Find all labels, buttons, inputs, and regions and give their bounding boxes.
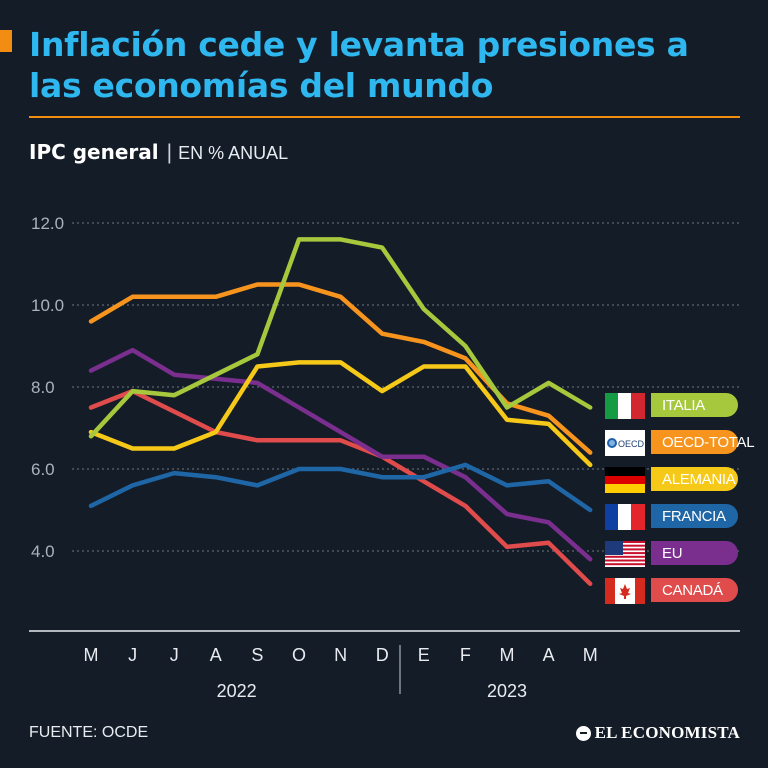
series-line-italia <box>88 237 593 439</box>
legend-label: OECD-TOTAL <box>651 430 755 454</box>
legend-label: ALEMANIA <box>651 467 738 491</box>
x-tick-label: A <box>543 645 555 665</box>
legend-item-alemania: ALEMANIA <box>605 467 740 493</box>
x-tick-label: S <box>251 645 263 665</box>
italy-flag-icon <box>605 393 645 419</box>
x-tick-label: A <box>210 645 222 665</box>
subtitle-metric: IPC general <box>29 140 159 164</box>
year-label: 2023 <box>487 681 527 701</box>
brand-logo: EL ECONOMISTA <box>575 723 740 743</box>
legend-item-canadá: CANADÁ <box>605 578 740 604</box>
brand-mark-icon <box>575 725 591 741</box>
y-tick-label: 6.0 <box>31 460 55 479</box>
chart-subtitle: IPC general | EN % ANUAL <box>29 140 288 165</box>
series-line-canadá <box>88 388 593 587</box>
legend-item-italia: ITALIA <box>605 393 740 419</box>
legend-label: ITALIA <box>651 393 738 417</box>
y-tick-label: 10.0 <box>31 296 64 315</box>
series-line-alemania <box>88 360 593 468</box>
brand-name: EL ECONOMISTA <box>594 723 740 742</box>
usa-flag-icon <box>605 541 645 567</box>
x-tick-label: M <box>500 645 515 665</box>
accent-bar <box>0 30 12 52</box>
series-line-eu <box>88 347 593 562</box>
series-line-francia <box>88 462 593 513</box>
legend-item-eu: EU <box>605 541 740 567</box>
france-flag-icon <box>605 504 645 530</box>
oecd-logo-icon: OECD <box>605 430 645 456</box>
x-tick-label: M <box>583 645 598 665</box>
x-tick-label: M <box>84 645 99 665</box>
legend-label: CANADÁ <box>651 578 738 602</box>
subtitle-unit: EN % ANUAL <box>178 143 289 163</box>
y-tick-label: 12.0 <box>31 214 64 233</box>
year-label: 2022 <box>217 681 257 701</box>
source-note: FUENTE: OCDE <box>29 724 149 741</box>
y-tick-label: 4.0 <box>31 542 55 561</box>
series-line-oecd-total <box>88 282 593 455</box>
legend-item-oecd-total: OECD OECD-TOTAL <box>605 430 755 456</box>
canada-flag-icon <box>605 578 645 604</box>
x-tick-label: J <box>128 645 137 665</box>
germany-flag-icon <box>605 467 645 493</box>
x-tick-label: N <box>334 645 347 665</box>
title-divider <box>29 116 740 118</box>
legend-item-francia: FRANCIA <box>605 504 740 530</box>
svg-text:OECD: OECD <box>618 439 645 449</box>
subtitle-separator: | <box>166 141 173 164</box>
x-tick-label: J <box>170 645 179 665</box>
y-tick-label: 8.0 <box>31 378 55 397</box>
page-title: Inflación cede y levanta presiones a las… <box>29 25 689 105</box>
x-tick-label: O <box>292 645 306 665</box>
legend-label: EU <box>651 541 738 565</box>
x-tick-label: F <box>460 645 471 665</box>
x-tick-label: D <box>376 645 389 665</box>
x-tick-label: E <box>418 645 430 665</box>
legend-label: FRANCIA <box>651 504 738 528</box>
